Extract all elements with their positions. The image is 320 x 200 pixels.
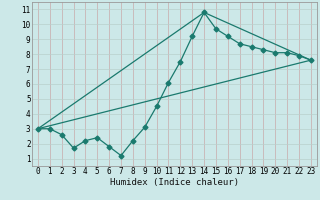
X-axis label: Humidex (Indice chaleur): Humidex (Indice chaleur)	[110, 178, 239, 187]
